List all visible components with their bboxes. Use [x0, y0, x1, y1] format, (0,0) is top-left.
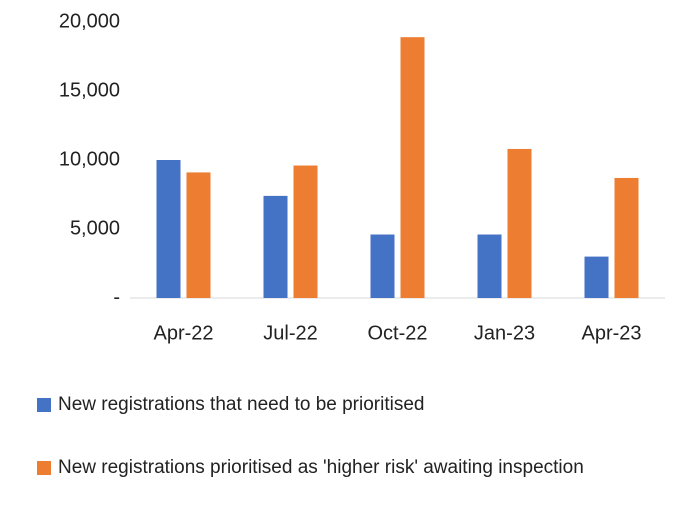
bar: [293, 165, 318, 298]
bar: [507, 148, 532, 298]
bar: [263, 195, 288, 298]
legend-swatch: [37, 461, 51, 475]
x-tick-label: Apr-23: [581, 322, 641, 344]
y-tick-label: 5,000: [70, 217, 120, 239]
bar: [584, 256, 609, 298]
chart: - 5,000 10,000 15,000 20,000 Apr-22 Jul-22 Oct-…: [59, 10, 665, 344]
bar: [156, 160, 181, 298]
x-tick-label: Jul-22: [263, 322, 317, 344]
x-tick-label: Oct-22: [367, 322, 427, 344]
legend-label: New registrations prioritised as 'higher…: [58, 457, 584, 478]
bar: [400, 37, 425, 299]
bar: [614, 177, 639, 298]
legend-label: New registrations that need to be priori…: [58, 394, 425, 415]
y-tick-label: -: [113, 286, 120, 308]
y-tick-label: 15,000: [59, 79, 120, 101]
x-tick-label: Jan-23: [474, 322, 535, 344]
x-tick-label: Apr-22: [153, 322, 213, 344]
legend-swatch: [37, 398, 51, 412]
bar: [370, 234, 395, 298]
bar: [186, 172, 211, 298]
bar: [477, 234, 502, 298]
y-tick-label: 10,000: [59, 148, 120, 170]
y-tick-label: 20,000: [59, 10, 120, 32]
